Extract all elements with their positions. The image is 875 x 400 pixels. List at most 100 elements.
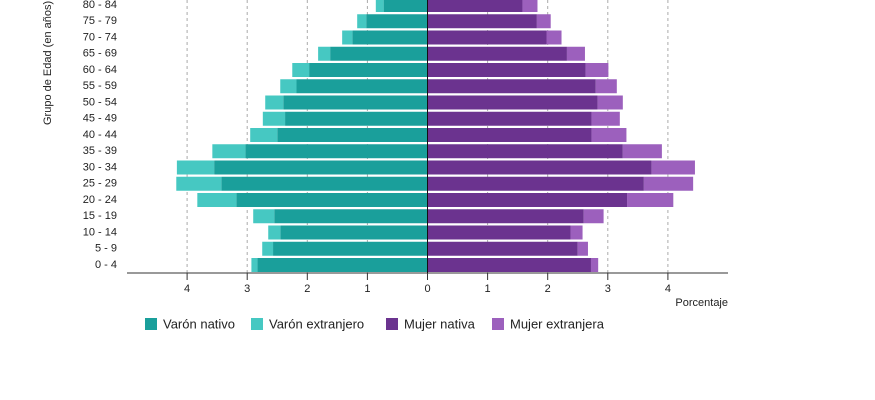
bar — [427, 193, 628, 207]
x-tick-label: 1 — [364, 283, 370, 295]
x-tick-label: 2 — [545, 283, 551, 295]
bar — [342, 30, 353, 45]
legend-label: Mujer nativa — [404, 316, 476, 331]
bar — [522, 0, 538, 12]
bar — [591, 128, 627, 142]
bar — [292, 63, 310, 77]
bar — [268, 225, 281, 240]
y-tick-label: 0 - 4 — [95, 259, 117, 271]
legend-swatch — [386, 318, 398, 330]
bar — [357, 14, 367, 29]
bar — [318, 46, 331, 61]
y-tick-label: 15 - 19 — [83, 210, 117, 222]
bar — [265, 95, 284, 110]
bar — [570, 225, 583, 240]
bar — [176, 160, 215, 175]
x-tick-label: 0 — [424, 283, 430, 295]
bar — [296, 79, 428, 94]
y-tick-label: 30 - 34 — [83, 161, 117, 173]
y-axis-label: Grupo de Edad (en años) — [42, 1, 54, 125]
bar — [591, 111, 620, 126]
y-tick-label: 5 - 9 — [95, 243, 117, 255]
y-tick-label: 75 - 79 — [83, 15, 117, 27]
bar — [352, 30, 428, 45]
y-tick-label: 50 - 54 — [83, 96, 117, 108]
y-tick-label: 65 - 69 — [83, 48, 117, 60]
bar — [427, 95, 598, 110]
bar — [536, 14, 551, 29]
bar — [277, 128, 428, 142]
bar — [597, 95, 623, 110]
bar — [427, 128, 592, 142]
bar — [253, 209, 275, 224]
bar — [283, 95, 428, 110]
y-tick-label: 45 - 49 — [83, 113, 117, 125]
bar — [427, 30, 547, 45]
bar — [643, 176, 694, 191]
bar — [427, 258, 591, 272]
bar — [427, 111, 592, 126]
bar — [262, 241, 274, 256]
bar — [585, 63, 609, 77]
x-tick-label: 3 — [605, 283, 611, 295]
legend-label: Varón extranjero — [269, 316, 364, 331]
bar — [427, 79, 596, 94]
bar — [309, 63, 428, 77]
x-tick-label: 4 — [665, 283, 671, 295]
bar — [375, 0, 384, 12]
bar — [330, 46, 428, 61]
bar — [427, 0, 523, 12]
bar — [262, 111, 286, 126]
legend-swatch — [492, 318, 504, 330]
bar — [583, 209, 604, 224]
bar — [566, 46, 585, 61]
bar — [383, 0, 428, 12]
x-axis-label: Porcentaje — [675, 297, 728, 309]
bar — [212, 144, 246, 159]
bar — [590, 258, 599, 272]
bar — [427, 176, 644, 191]
bar — [427, 225, 571, 240]
x-tick-label: 3 — [244, 283, 250, 295]
y-tick-label: 40 - 44 — [83, 129, 117, 141]
bar — [250, 128, 278, 142]
bar — [546, 30, 562, 45]
x-tick-label: 1 — [485, 283, 491, 295]
y-tick-label: 80 - 84 — [83, 0, 117, 11]
bar — [251, 258, 258, 272]
bar — [427, 144, 623, 159]
bar — [257, 258, 428, 272]
bar — [197, 193, 237, 207]
bar — [214, 160, 428, 175]
bar — [273, 241, 428, 256]
bar — [221, 176, 428, 191]
y-tick-label: 60 - 64 — [83, 64, 117, 76]
y-tick-label: 20 - 24 — [83, 194, 117, 206]
bar — [577, 241, 588, 256]
y-tick-label: 55 - 59 — [83, 80, 117, 92]
y-tick-label: 70 - 74 — [83, 31, 117, 43]
y-tick-label: 10 - 14 — [83, 226, 117, 238]
bar — [627, 193, 674, 207]
bar — [427, 160, 652, 175]
bar — [280, 225, 428, 240]
y-tick-label: 35 - 39 — [83, 145, 117, 157]
bar — [366, 14, 428, 29]
bar — [622, 144, 662, 159]
legend-swatch — [251, 318, 263, 330]
bar — [427, 46, 567, 61]
x-tick-label: 4 — [184, 283, 190, 295]
bar — [595, 79, 617, 94]
bar — [651, 160, 695, 175]
bar — [427, 63, 586, 77]
bar — [274, 209, 428, 224]
bar — [280, 79, 297, 94]
bar — [427, 209, 584, 224]
y-tick-label: 25 - 29 — [83, 178, 117, 190]
bar — [176, 176, 222, 191]
x-tick-label: 2 — [304, 283, 310, 295]
bar — [236, 193, 428, 207]
legend-label: Varón nativo — [163, 316, 235, 331]
